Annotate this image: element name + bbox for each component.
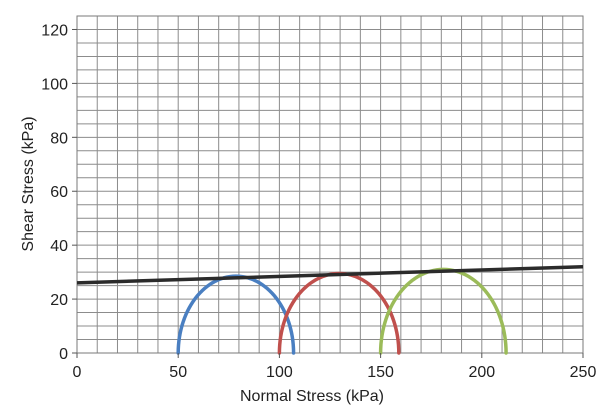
x-tick-label: 250 <box>570 364 597 381</box>
mohr-circle-3 <box>378 267 508 355</box>
y-tick-label: 120 <box>41 22 68 39</box>
gridlines <box>76 15 584 354</box>
y-tick-label: 100 <box>41 76 68 93</box>
y-tick-label: 0 <box>59 346 68 363</box>
x-tick-label: 150 <box>367 364 394 381</box>
y-tick-label: 40 <box>50 238 68 255</box>
x-tick-label: 50 <box>169 364 187 381</box>
y-tick-label: 80 <box>50 130 68 147</box>
y-tick-label: 20 <box>50 292 68 309</box>
x-tick-label: 200 <box>468 364 495 381</box>
mohr-circle-1 <box>176 274 296 355</box>
tick-labels: 0 50 100 150 200 250 0 20 40 60 80 100 120 <box>41 22 596 381</box>
plot-frame <box>76 15 584 354</box>
x-axis-title: Normal Stress (kPa) <box>240 388 384 405</box>
data-series <box>76 264 584 355</box>
failure-envelope-line <box>76 264 584 285</box>
x-tick-label: 100 <box>266 364 293 381</box>
y-axis-title: Shear Stress (kPa) <box>20 116 37 251</box>
x-tick-label: 0 <box>73 364 82 381</box>
y-tick-label: 60 <box>50 184 68 201</box>
